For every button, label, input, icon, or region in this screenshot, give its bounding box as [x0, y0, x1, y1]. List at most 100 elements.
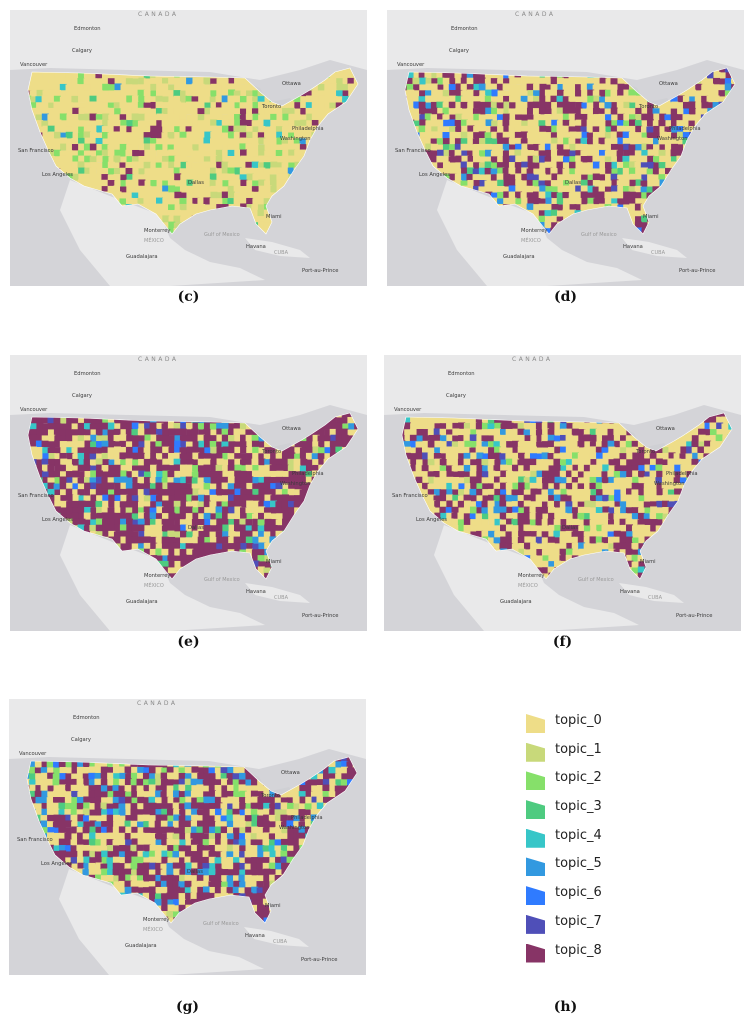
county-cell: [478, 95, 486, 103]
county-cell: [413, 101, 421, 109]
county-cell: [335, 452, 343, 460]
county-cell: [131, 500, 139, 508]
county-cell: [30, 542, 38, 550]
county-cell: [126, 120, 134, 128]
county-cell: [216, 524, 224, 532]
county-cell: [430, 185, 438, 193]
county-cell: [312, 513, 320, 521]
county-cell: [568, 96, 576, 104]
county-cell: [665, 150, 673, 158]
county-cell: [47, 192, 55, 200]
county-cell: [545, 132, 553, 140]
county-cell: [478, 162, 486, 170]
county-cell: [125, 161, 133, 169]
county-cell: [419, 132, 427, 140]
county-cell: [472, 108, 480, 116]
county-cell: [246, 204, 254, 212]
county-cell: [179, 203, 187, 211]
county-cell: [269, 78, 277, 86]
county-cell: [360, 447, 367, 454]
county-cell: [48, 179, 56, 187]
county-cell: [484, 143, 492, 151]
county-cell: [430, 131, 438, 139]
county-cell: [155, 482, 163, 490]
county-cell: [611, 216, 619, 224]
county-cell: [59, 482, 67, 490]
county-cell: [724, 173, 732, 181]
county-cell: [353, 90, 358, 98]
county-cell: [72, 465, 80, 473]
county-cell: [550, 132, 558, 140]
county-cell: [257, 173, 265, 181]
county-cell: [405, 119, 408, 127]
county-cell: [706, 191, 714, 199]
county-cell: [174, 101, 182, 109]
county-cell: [550, 167, 558, 175]
county-cell: [682, 180, 690, 188]
county-cell: [197, 458, 205, 466]
county-cell: [634, 203, 642, 211]
county-cell: [47, 447, 55, 455]
county-cell: [72, 507, 80, 515]
county-cell: [437, 96, 445, 104]
county-cell: [48, 434, 56, 442]
county-cell: [569, 168, 577, 176]
county-cell: [360, 72, 367, 79]
county-cell: [299, 155, 307, 163]
county-cell: [634, 120, 642, 128]
county-cell: [35, 453, 43, 461]
county-cell: [311, 150, 319, 158]
county-cell: [418, 209, 426, 217]
county-cell: [515, 168, 523, 176]
county-cell: [424, 131, 432, 139]
county-cell: [335, 96, 343, 104]
county-cell: [312, 68, 320, 73]
county-cell: [209, 531, 217, 539]
county-cell: [48, 71, 56, 79]
county-cell: [348, 483, 356, 491]
county-cell: [360, 459, 367, 466]
city-label-los-angeles: Los Angeles: [42, 172, 73, 178]
county-cell: [713, 191, 721, 199]
county-cell: [138, 531, 146, 539]
county-cell: [258, 542, 266, 550]
county-cell: [293, 71, 301, 79]
county-cell: [521, 120, 529, 128]
county-cell: [107, 422, 115, 430]
county-cell: [348, 507, 356, 515]
county-cell: [71, 83, 79, 91]
county-cell: [737, 83, 744, 90]
county-cell: [718, 191, 726, 199]
county-cell: [288, 477, 296, 485]
county-cell: [323, 228, 331, 234]
county-cell: [161, 191, 169, 199]
county-cell: [77, 161, 85, 169]
county-cell: [71, 447, 79, 455]
county-cell: [179, 519, 187, 527]
county-cell: [360, 531, 367, 538]
county-cell: [228, 536, 236, 544]
county-cell: [167, 530, 175, 538]
county-cell: [84, 506, 92, 514]
county-cell: [335, 185, 343, 193]
county-cell: [54, 537, 62, 545]
county-cell: [90, 179, 98, 187]
county-cell: [257, 119, 265, 127]
county-cell: [665, 198, 673, 206]
county-cell: [173, 464, 181, 472]
county-cell: [473, 83, 481, 91]
county-cell: [347, 549, 355, 557]
county-cell: [353, 560, 358, 568]
county-cell: [78, 513, 86, 521]
county-cell: [580, 126, 588, 134]
county-cell: [641, 84, 649, 92]
county-cell: [53, 549, 61, 557]
county-cell: [185, 513, 193, 521]
county-cell: [173, 120, 181, 128]
county-cell: [521, 161, 529, 169]
county-cell: [682, 101, 690, 109]
county-cell: [35, 222, 43, 230]
county-cell: [155, 156, 163, 164]
county-cell: [701, 149, 709, 157]
county-cell: [472, 150, 480, 158]
